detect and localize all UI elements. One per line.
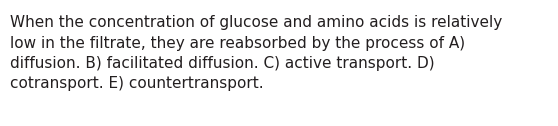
Text: When the concentration of glucose and amino acids is relatively
low in the filtr: When the concentration of glucose and am… xyxy=(10,15,502,91)
